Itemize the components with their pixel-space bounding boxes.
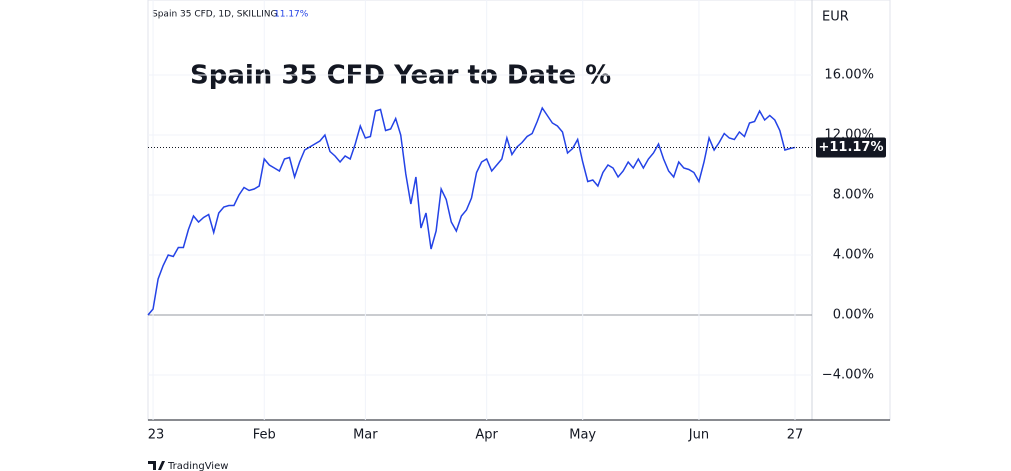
y-tick-label: 0.00% (833, 308, 874, 323)
last-value-label: +11.17% (818, 140, 883, 155)
line (147, 106, 796, 316)
x-tick-label: Apr (475, 428, 498, 443)
header: Spain 35 CFD, 1D, SKILLING (152, 10, 277, 20)
y-tick-label: 8.00% (833, 188, 874, 203)
y-tick-label: 16.00% (824, 68, 874, 83)
last-value-badge (816, 137, 886, 158)
x-tick-label: 23 (148, 428, 165, 443)
y-tick-label: −4.00% (822, 368, 874, 383)
x-tick-label: May (569, 428, 596, 443)
currency: EUR (822, 10, 849, 25)
brand-logo (148, 461, 165, 470)
header-value: 11.17% (274, 10, 309, 20)
x-tick-label: Jun (688, 428, 709, 443)
brand: TradingView (167, 461, 228, 471)
x-tick-label: Mar (353, 428, 378, 443)
x-tick-label: Feb (253, 428, 276, 443)
y-tick-label: 4.00% (833, 248, 874, 263)
x-tick-label: 27 (787, 428, 804, 443)
